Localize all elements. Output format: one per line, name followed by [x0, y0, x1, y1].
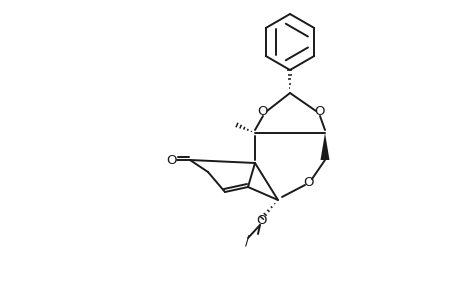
Text: O: O: [257, 104, 268, 118]
Text: O: O: [303, 176, 313, 188]
Text: O: O: [166, 154, 177, 166]
Text: O: O: [256, 214, 267, 226]
Text: O: O: [314, 104, 325, 118]
Text: /: /: [244, 234, 249, 248]
Polygon shape: [320, 133, 329, 160]
